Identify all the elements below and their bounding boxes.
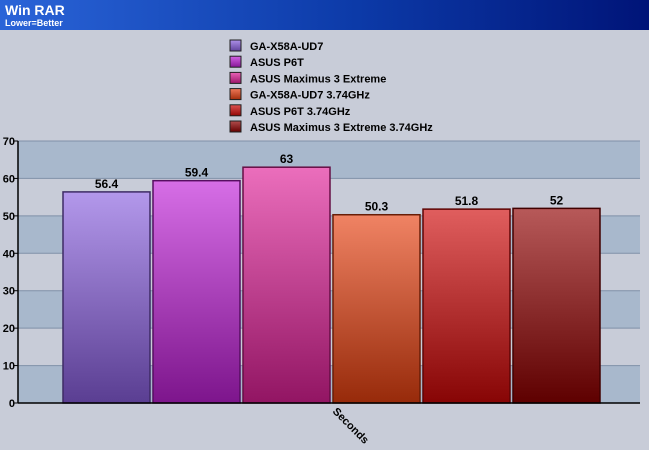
- legend-label: ASUS Maximus 3 Extreme 3.74GHz: [250, 122, 433, 134]
- legend-swatch: [229, 88, 242, 101]
- y-tick-label: 50: [3, 211, 15, 223]
- y-tick-label: 0: [9, 398, 15, 410]
- chart-title: Win RAR: [5, 2, 65, 18]
- legend-swatch: [229, 55, 242, 68]
- bar-value-labels: 56.4 59.4 63 50.3 51.8 52: [95, 152, 564, 214]
- bars: [62, 166, 601, 404]
- legend-label: ASUS P6T 3.74GHz: [250, 106, 351, 118]
- legend-label: ASUS Maximus 3 Extreme: [250, 73, 386, 85]
- bar-value-label: 56.4: [95, 177, 119, 191]
- bar-value-label: 59.4: [185, 166, 209, 180]
- bar: [242, 166, 331, 404]
- bar-value-label: 52: [550, 193, 564, 207]
- y-tick-label: 70: [3, 136, 15, 148]
- legend-swatch: [229, 120, 242, 133]
- bar-value-label: 50.3: [365, 200, 389, 214]
- legend-swatch: [229, 39, 242, 52]
- bar-value-label: 51.8: [455, 194, 479, 208]
- bar: [512, 207, 601, 404]
- legend-label: GA-X58A-UD7: [250, 41, 323, 53]
- y-tick-label: 40: [3, 248, 15, 260]
- header-band: [0, 0, 649, 30]
- legend-swatch: [229, 104, 242, 117]
- bar: [332, 213, 421, 404]
- y-tick-label: 30: [3, 286, 15, 298]
- legend: GA-X58A-UD7 ASUS P6T ASUS Maximus 3 Extrem…: [229, 39, 433, 134]
- y-tick-label: 60: [3, 173, 15, 185]
- legend-label: ASUS P6T: [250, 57, 304, 69]
- bar: [422, 208, 511, 404]
- y-tick-label: 20: [3, 323, 15, 335]
- chart-subtitle: Lower=Better: [5, 18, 63, 28]
- bar-value-label: 63: [280, 152, 294, 166]
- bar: [62, 191, 151, 404]
- legend-label: GA-X58A-UD7 3.74GHz: [250, 90, 370, 102]
- bar: [152, 179, 241, 404]
- y-tick-label: 10: [3, 361, 15, 373]
- chart-header: Win RAR Lower=Better: [0, 0, 649, 30]
- legend-swatch: [229, 71, 242, 84]
- y-axis-ticks: 0 10 20 30 40 50 60 70: [3, 136, 18, 410]
